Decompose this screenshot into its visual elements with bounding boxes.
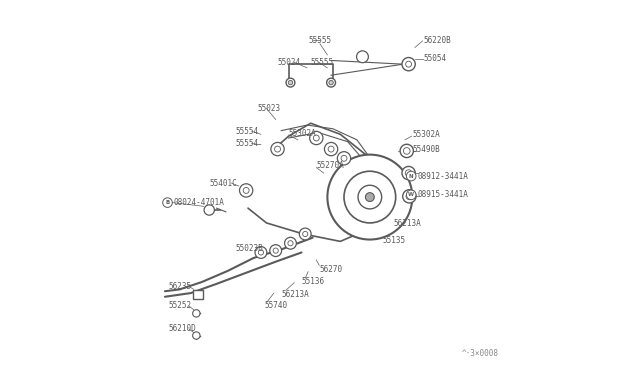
Circle shape [403, 148, 410, 154]
Text: 55023: 55023 [257, 104, 280, 113]
Text: 55252: 55252 [168, 301, 192, 311]
Circle shape [341, 155, 347, 161]
Text: 55136: 55136 [301, 278, 324, 286]
Circle shape [285, 237, 296, 249]
Circle shape [314, 135, 319, 141]
Circle shape [403, 190, 416, 203]
Circle shape [402, 58, 415, 71]
Text: N: N [409, 173, 413, 179]
Circle shape [328, 155, 412, 240]
Text: 08024-4701A: 08024-4701A [173, 198, 224, 207]
Circle shape [310, 131, 323, 145]
Text: 55054: 55054 [424, 54, 447, 63]
Text: 56213A: 56213A [394, 219, 422, 228]
Text: 55554: 55554 [235, 139, 258, 148]
Circle shape [271, 142, 284, 156]
Circle shape [406, 171, 416, 181]
Text: W: W [408, 192, 414, 198]
Circle shape [328, 146, 334, 152]
Text: 08915-3441A: 08915-3441A [417, 190, 468, 199]
Circle shape [356, 51, 369, 62]
Circle shape [337, 152, 351, 165]
Circle shape [288, 80, 292, 85]
Text: 56270: 56270 [319, 264, 342, 273]
Circle shape [324, 142, 338, 156]
Circle shape [400, 144, 413, 158]
Circle shape [402, 166, 415, 180]
Text: 55555: 55555 [311, 58, 334, 67]
Circle shape [344, 171, 396, 223]
Circle shape [255, 247, 267, 259]
Circle shape [300, 228, 311, 240]
Text: ^·3×0008: ^·3×0008 [462, 350, 499, 359]
Circle shape [204, 205, 214, 215]
Circle shape [275, 146, 280, 152]
Text: 55270A: 55270A [316, 161, 344, 170]
Text: 56213A: 56213A [281, 290, 309, 299]
Circle shape [273, 248, 278, 253]
Text: B: B [165, 200, 170, 205]
Circle shape [239, 184, 253, 197]
Text: 55554: 55554 [235, 127, 258, 136]
Text: 55024: 55024 [278, 58, 301, 67]
FancyBboxPatch shape [193, 291, 203, 299]
Text: 56210D: 56210D [168, 324, 196, 333]
Circle shape [193, 310, 200, 317]
Text: 08912-3441A: 08912-3441A [417, 171, 468, 180]
Circle shape [329, 80, 333, 85]
Circle shape [326, 78, 335, 87]
Circle shape [358, 185, 381, 209]
Circle shape [405, 170, 412, 176]
Circle shape [288, 241, 293, 246]
Text: 55401C: 55401C [209, 179, 237, 187]
Text: 55302A: 55302A [289, 129, 316, 138]
Circle shape [243, 187, 249, 193]
Circle shape [286, 78, 295, 87]
Circle shape [406, 190, 416, 200]
Circle shape [406, 193, 413, 200]
Circle shape [365, 193, 374, 202]
Text: 55302A: 55302A [412, 130, 440, 139]
Text: 55490B: 55490B [412, 145, 440, 154]
Circle shape [303, 231, 308, 237]
Text: 56220B: 56220B [424, 36, 451, 45]
Text: 55555: 55555 [308, 36, 332, 45]
Text: 55740: 55740 [264, 301, 288, 311]
Text: 56235: 56235 [168, 282, 192, 291]
Text: 55135: 55135 [382, 236, 405, 245]
Circle shape [163, 198, 172, 208]
Circle shape [259, 250, 264, 255]
Circle shape [270, 245, 282, 257]
Text: 55023B: 55023B [235, 244, 263, 253]
Circle shape [406, 61, 412, 67]
Circle shape [193, 332, 200, 339]
